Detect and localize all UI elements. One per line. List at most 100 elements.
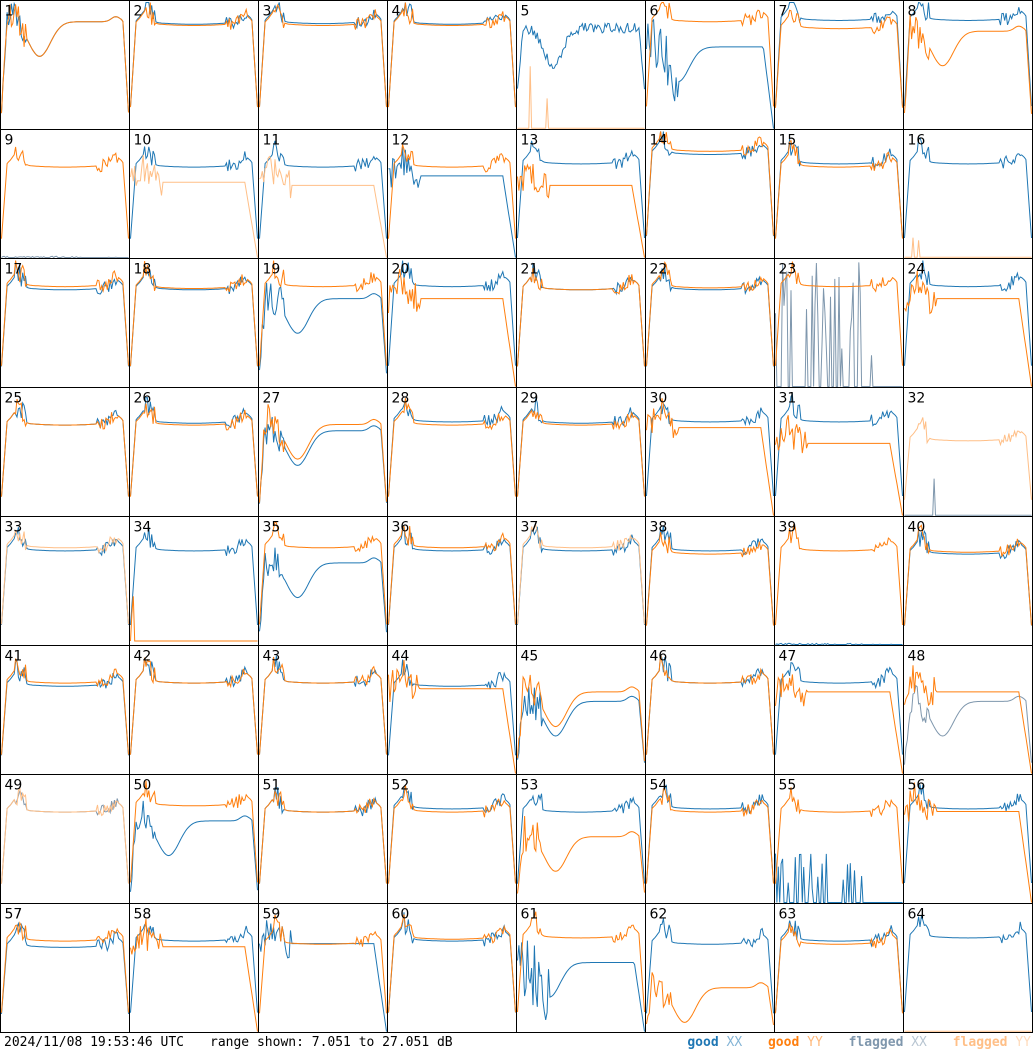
antenna-tile-63: 63 (774, 903, 904, 1033)
series-yy-line (646, 788, 774, 884)
tile-frame (903, 129, 1033, 259)
tile-number: 29 (521, 391, 539, 407)
tile-frame (903, 774, 1033, 904)
tile-frame (258, 645, 388, 775)
tile-frame (903, 645, 1033, 775)
series-yy-line (1, 398, 129, 497)
antenna-tile-38: 38 (645, 516, 775, 646)
antenna-tile-21: 21 (516, 258, 646, 388)
tile-number: 31 (779, 391, 797, 407)
series-yy-line (1, 260, 129, 366)
antenna-tile-57: 57 (0, 903, 130, 1033)
series-xx-line (259, 140, 387, 239)
series-xx-line (130, 526, 258, 626)
antenna-tile-19: 19 (258, 258, 388, 388)
tile-frame (516, 387, 646, 517)
series-xx-line (388, 144, 516, 258)
antenna-tile-8: 8 (903, 0, 1033, 130)
antenna-tile-56: 56 (903, 774, 1033, 904)
legend-flagged-xx: flagged XX (848, 1035, 927, 1050)
antenna-tile-15: 15 (774, 129, 904, 259)
tile-number: 47 (779, 649, 797, 665)
antenna-tile-35: 35 (258, 516, 388, 646)
tile-number: 39 (779, 520, 797, 536)
antenna-tile-1: 1 (0, 0, 130, 130)
series-xx-line (130, 924, 258, 1013)
antenna-tile-50: 50 (129, 774, 259, 904)
tile-number: 3 (263, 4, 272, 20)
series-yy-line (130, 918, 258, 1032)
series-yy-line (388, 2, 516, 108)
series-xx-line (775, 393, 903, 497)
tile-frame (387, 516, 517, 646)
tile-number: 34 (134, 520, 152, 536)
antenna-tile-24: 24 (903, 258, 1033, 388)
series-yy-line (517, 163, 645, 258)
series-yy-line (130, 260, 258, 367)
tile-number: 28 (392, 391, 410, 407)
tile-number: 61 (521, 907, 539, 923)
tile-number: 54 (650, 778, 668, 794)
antenna-tile-46: 46 (645, 645, 775, 775)
tile-number: 5 (521, 4, 530, 20)
tile-number: 16 (908, 133, 926, 149)
antenna-tile-17: 17 (0, 258, 130, 388)
series-yy-line (646, 654, 774, 755)
tile-number: 17 (5, 262, 23, 278)
antenna-tile-59: 59 (258, 903, 388, 1033)
tile-number: 43 (263, 649, 281, 665)
series-xx-line (775, 2, 903, 107)
series-yy-line (517, 268, 645, 367)
series-yy-line (646, 972, 774, 1025)
series-xx-line (646, 784, 774, 884)
series-xx-line (1, 401, 129, 497)
tile-number: 23 (779, 262, 797, 278)
series-xx-line (388, 399, 516, 497)
timestamp: 2024/11/08 19:53:46 UTC (4, 1035, 185, 1050)
tile-number: 64 (908, 907, 926, 923)
tile-frame (129, 387, 259, 517)
series-yy-line (775, 673, 903, 774)
series-yy-line (646, 260, 774, 367)
series-yy-line (388, 660, 516, 774)
tile-number: 22 (650, 262, 668, 278)
range-label: range shown: 7.051 to 27.051 dB (210, 1035, 453, 1050)
tile-frame (774, 516, 904, 646)
antenna-tile-13: 13 (516, 129, 646, 259)
series-xx-line (646, 18, 774, 129)
tile-number: 50 (134, 778, 152, 794)
tile-frame (774, 774, 904, 904)
series-yy-line (775, 787, 903, 884)
tile-number: 14 (650, 133, 668, 149)
series-yy-line (517, 911, 645, 1013)
series-xx-line (1, 660, 129, 756)
antenna-tile-62: 62 (645, 903, 775, 1033)
antenna-tile-29: 29 (516, 387, 646, 517)
antenna-tile-55: 55 (774, 774, 904, 904)
series-yy-line (259, 789, 387, 884)
series-xx-line (517, 526, 645, 626)
tile-number: 32 (908, 391, 926, 407)
antenna-tile-25: 25 (0, 387, 130, 517)
tile-frame (258, 903, 388, 1033)
tile-number: 51 (263, 778, 281, 794)
tile-number: 19 (263, 262, 281, 278)
legend-flagged-yy: flagged YY (952, 1035, 1031, 1050)
series-yy-line (904, 665, 1032, 774)
tile-frame (387, 903, 517, 1033)
antenna-tile-30: 30 (645, 387, 775, 517)
antenna-tile-48: 48 (903, 645, 1033, 775)
tile-number: 20 (392, 262, 410, 278)
antenna-tile-44: 44 (387, 645, 517, 775)
antenna-tile-36: 36 (387, 516, 517, 646)
series-yy-line (388, 269, 516, 387)
tile-number: 9 (5, 133, 14, 149)
series-xx-line (517, 687, 645, 763)
series-yy-line (904, 417, 1032, 500)
tile-number: 60 (392, 907, 410, 923)
series-xx-line (388, 785, 516, 884)
series-yy-line (1, 4, 129, 114)
tile-number: 62 (650, 907, 668, 923)
series-yy-line (388, 144, 516, 239)
series-xx-line (517, 140, 645, 239)
